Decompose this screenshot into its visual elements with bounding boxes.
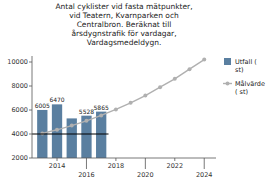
marker xyxy=(55,128,59,132)
text-line: årsdygnstrafik för vardagar, xyxy=(71,29,176,38)
plot-area xyxy=(32,58,206,158)
y-tick xyxy=(29,86,32,87)
y-tick-label: 2000 xyxy=(11,154,28,162)
x-tick-label: 2022 xyxy=(167,162,184,170)
legend: Utfall (st) Målvärde( st) xyxy=(223,58,265,96)
title: Antal cyklister vid fasta mätpunkter,vid… xyxy=(55,2,192,47)
marker xyxy=(129,101,133,105)
text-line: Antal cyklister vid fasta mätpunkter, xyxy=(55,2,192,11)
marker xyxy=(70,124,74,128)
chart: Antal cyklister vid fasta mätpunkter,vid… xyxy=(0,0,280,190)
data-label: 6470 xyxy=(49,96,64,103)
marker xyxy=(188,67,192,71)
axes: 2000 4000 6000 8000 10000 2014 2016 2018 2020 202… xyxy=(7,56,216,179)
legend-swatch xyxy=(224,58,231,65)
legend-label: Utfall (st) xyxy=(235,58,257,74)
marker xyxy=(84,119,88,123)
legend-swatch xyxy=(226,82,230,86)
marker xyxy=(114,107,118,111)
y-tick xyxy=(29,158,32,159)
marker xyxy=(40,131,44,135)
reference-line xyxy=(32,134,109,135)
x-tick xyxy=(204,158,205,169)
marker xyxy=(143,94,147,98)
marker xyxy=(158,85,162,89)
data-label: 5865 xyxy=(94,104,109,111)
x-tick-label: 2020 xyxy=(137,171,154,179)
x-tick xyxy=(174,158,175,161)
bar xyxy=(96,112,106,158)
data-label: 5528 xyxy=(79,108,94,115)
y-tick xyxy=(29,110,32,111)
data-labels: 60056470 55285865 xyxy=(35,96,109,114)
y-tick-label: 10000 xyxy=(7,58,28,66)
y-tick-label: 4000 xyxy=(11,130,28,138)
x-tick-label: 2024 xyxy=(196,171,213,179)
y-axis-line xyxy=(32,56,33,158)
x-tick xyxy=(145,158,146,169)
y-tick xyxy=(29,134,32,135)
y-tick-label: 8000 xyxy=(11,82,28,90)
text-line: Vardagsmedeldygn. xyxy=(87,38,162,47)
data-label: 6005 xyxy=(35,102,50,109)
x-tick xyxy=(86,158,87,169)
x-axis-line xyxy=(32,158,216,159)
y-tick xyxy=(29,62,32,63)
y-tick-label: 6000 xyxy=(11,106,28,114)
line xyxy=(42,60,204,134)
x-tick xyxy=(57,158,58,161)
x-tick xyxy=(115,158,116,161)
legend-label: Målvärde( st) xyxy=(235,80,265,96)
x-tick-label: 2016 xyxy=(78,171,95,179)
text-line: vid Teatern, Kvarnparken och xyxy=(69,11,179,20)
text-line: ( st) xyxy=(235,88,248,96)
marker xyxy=(173,77,177,81)
marker xyxy=(202,58,206,62)
marker xyxy=(99,113,103,117)
x-tick-label: 2014 xyxy=(49,162,66,170)
text-line: st) xyxy=(235,66,243,74)
x-tick-label: 2018 xyxy=(108,162,125,170)
text-line: Centralbron. Beräknat till xyxy=(77,20,172,29)
